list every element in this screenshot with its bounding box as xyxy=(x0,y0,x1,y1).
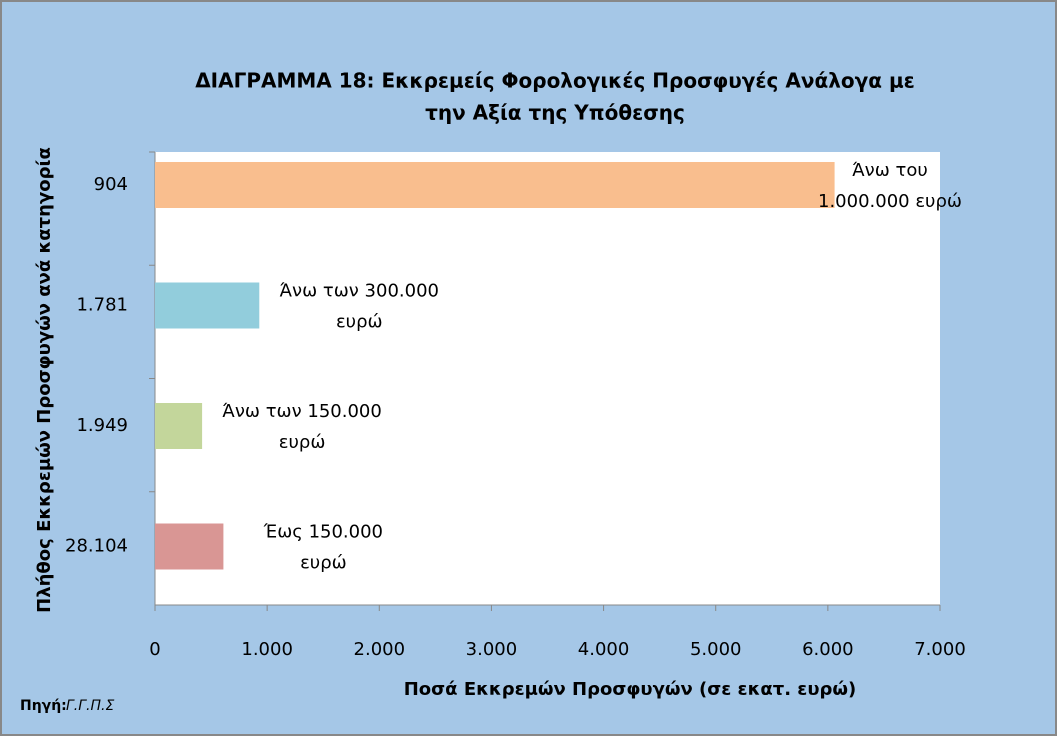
data-label: ευρώ xyxy=(336,312,383,333)
x-tick-label: 6.000 xyxy=(802,639,854,660)
data-label: 1.000.000 ευρώ xyxy=(818,191,962,212)
bar xyxy=(155,162,835,208)
x-tick-label: 7.000 xyxy=(914,639,966,660)
x-axis-label: Ποσά Εκκρεμών Προσφυγών (σε εκατ. ευρώ) xyxy=(404,679,857,700)
y-tick-label: 1.949 xyxy=(76,415,128,436)
x-tick-label: 2.000 xyxy=(354,639,406,660)
bar xyxy=(155,523,224,570)
x-tick-label: 5.000 xyxy=(690,639,742,660)
data-label: Έως 150.000 xyxy=(263,522,383,543)
y-tick-label: 28.104 xyxy=(65,536,128,557)
x-tick-label: 4.000 xyxy=(578,639,630,660)
bar xyxy=(155,282,260,329)
chart-title: ΔΙΑΓΡΑΜΜΑ 18: Εκκρεμείς Φορολογικές Προσ… xyxy=(195,69,915,93)
data-label: Άνω του xyxy=(852,160,928,181)
y-axis-label: Πλήθος Εκκρεμών Προσφυγών ανά κατηγορία xyxy=(34,147,55,613)
y-tick-label: 904 xyxy=(94,174,128,195)
x-tick-label: 0 xyxy=(149,639,160,660)
y-tick-label: 1.781 xyxy=(76,295,128,316)
data-label: ευρώ xyxy=(279,432,326,453)
source: Γ.Γ.Π.Σ xyxy=(66,698,114,714)
bar xyxy=(155,403,203,449)
x-tick-label: 3.000 xyxy=(466,639,518,660)
data-label: Άνω των 150.000 xyxy=(222,401,381,422)
chart-title: την Αξία της Υπόθεσης xyxy=(425,101,685,125)
data-label: Άνω των 300.000 xyxy=(280,281,439,302)
x-tick-label: 1.000 xyxy=(241,639,293,660)
source-label: Πηγή: xyxy=(20,698,67,714)
plot-area xyxy=(155,152,940,605)
data-label: ευρώ xyxy=(300,553,347,574)
